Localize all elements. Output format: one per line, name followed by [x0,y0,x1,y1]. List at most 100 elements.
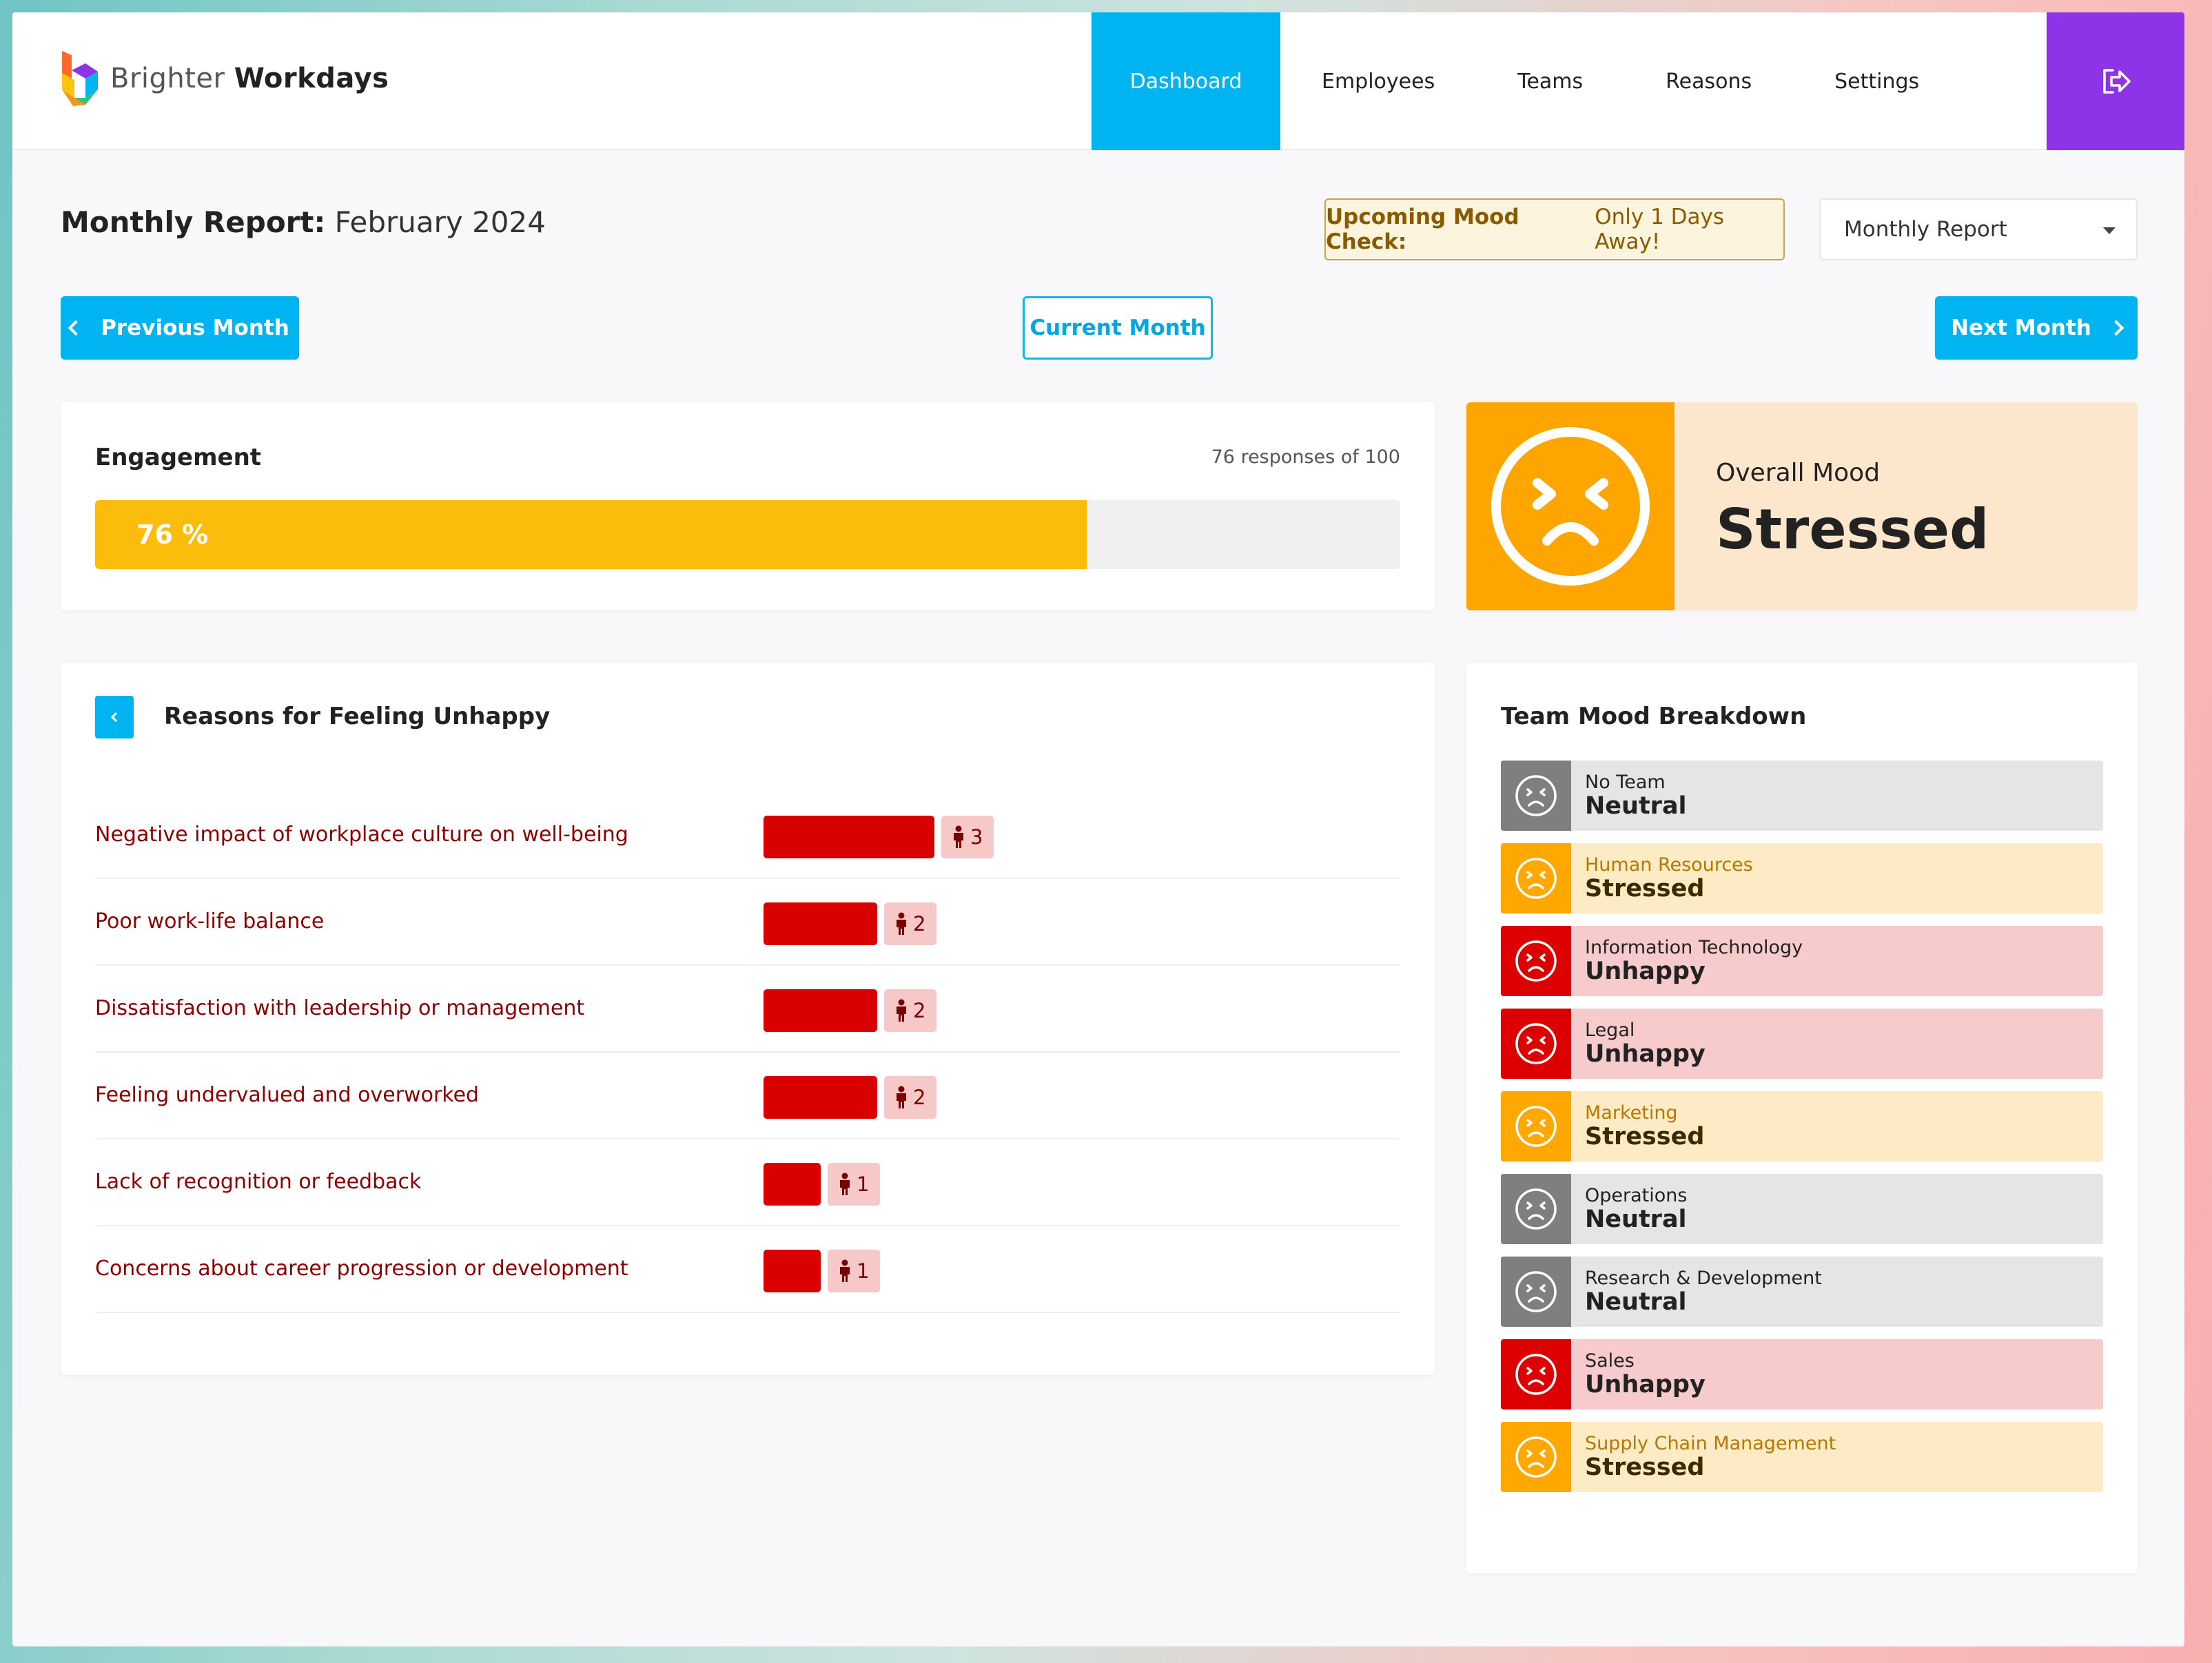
team-name: Sales [1585,1350,1635,1372]
chevron-right-icon [2108,320,2124,336]
nav-dashboard[interactable]: Dashboard [1092,12,1280,150]
main-nav: Dashboard Employees Teams Reasons Settin… [1092,12,1960,150]
mood-check-notice: Upcoming Mood Check: Only 1 Days Away! [1324,198,1785,260]
reasons-card: Reasons for Feeling Unhappy Negative imp… [61,663,1435,1375]
nav-teams[interactable]: Teams [1517,69,1584,94]
chevron-left-icon [68,320,84,336]
reason-count: 2 [913,912,926,936]
team-name: Supply Chain Management [1585,1433,1836,1454]
team-mood-row[interactable]: Information Technology Unhappy [1501,926,2103,996]
team-mood: Stressed [1585,1123,1705,1150]
reason-count: 1 [857,1259,870,1283]
reason-count-badge: 2 [884,902,937,945]
nav-employees[interactable]: Employees [1322,69,1435,94]
engagement-responses: 76 responses of 100 [1211,446,1400,468]
team-mood: Unhappy [1585,1040,1706,1068]
engagement-progress-fill: 76 % [95,500,1087,569]
person-icon [897,999,906,1022]
brand-name: Brighter Workdays [110,63,389,94]
team-mood-row[interactable]: No Team Neutral [1501,761,2103,831]
team-mood-row[interactable]: Supply Chain Management Stressed [1501,1422,2103,1492]
team-mood: Neutral [1585,792,1687,820]
nav-reasons[interactable]: Reasons [1666,69,1752,94]
person-icon [954,825,963,848]
page-title-period: February 2024 [334,205,546,239]
notice-text: Only 1 Days Away! [1595,205,1725,254]
person-icon [840,1259,850,1282]
reason-bar [764,989,877,1032]
neutral-face-icon [1501,1257,1571,1327]
engagement-card: Engagement 76 responses of 100 76 % [61,402,1435,610]
next-month-label: Next Month [1951,316,2091,340]
previous-month-button[interactable]: Previous Month [61,296,299,360]
reason-bar [764,1163,821,1206]
reason-bar [764,816,934,858]
team-name: Information Technology [1585,937,1803,958]
chevron-left-icon [110,712,121,723]
engagement-progress: 76 % [95,500,1400,569]
unhappy-face-icon [1501,1339,1571,1409]
reason-count-badge: 1 [828,1250,881,1292]
team-name: No Team [1585,772,1666,793]
team-mood-row[interactable]: Operations Neutral [1501,1174,2103,1244]
team-mood-row[interactable]: Legal Unhappy [1501,1009,2103,1079]
logout-icon [2103,69,2131,94]
unhappy-face-icon [1501,926,1571,996]
page-title: Monthly Report: February 2024 [61,205,546,239]
team-name: Operations [1585,1185,1688,1206]
reason-count-badge: 2 [884,989,937,1032]
team-mood-row[interactable]: Human Resources Stressed [1501,843,2103,913]
neutral-face-icon [1501,761,1571,831]
reasons-back-button[interactable] [95,696,134,738]
neutral-face-icon [1501,1174,1571,1244]
brand-logo[interactable]: Brighter Workdays [58,44,389,113]
caret-down-icon [2103,227,2116,234]
reason-label: Concerns about career progression or dev… [95,1257,628,1281]
stressed-face-icon [1466,402,1675,610]
team-name: Legal [1585,1020,1635,1041]
reason-row: Dissatisfaction with leadership or manag… [95,966,1400,1053]
overall-mood-label: Overall Mood [1716,459,1881,487]
person-icon [897,912,906,935]
reason-count: 2 [913,1086,926,1109]
overall-mood-value: Stressed [1716,497,1989,561]
team-mood-row[interactable]: Marketing Stressed [1501,1091,2103,1161]
stressed-face-icon [1501,843,1571,913]
person-icon [897,1086,906,1108]
team-mood: Unhappy [1585,958,1706,985]
team-name: Research & Development [1585,1268,1822,1289]
person-icon [840,1173,850,1195]
team-name: Marketing [1585,1102,1678,1124]
team-mood-row[interactable]: Research & Development Neutral [1501,1257,2103,1327]
reason-count-badge: 2 [884,1076,937,1119]
team-mood-row[interactable]: Sales Unhappy [1501,1339,2103,1409]
nav-settings[interactable]: Settings [1834,69,1920,94]
overall-mood-card: Overall Mood Stressed [1466,402,2138,610]
brand-logo-icon [62,51,98,106]
reason-bar [764,1250,821,1292]
reason-label: Dissatisfaction with leadership or manag… [95,996,585,1020]
team-mood: Unhappy [1585,1371,1706,1398]
logout-button[interactable] [2047,12,2184,150]
engagement-title: Engagement [95,444,262,471]
team-name: Human Resources [1585,854,1753,876]
page-title-prefix: Monthly Report: [61,205,326,239]
team-mood-card: Team Mood Breakdown No Team Neutral Human … [1466,663,2138,1573]
top-header: Brighter Workdays Dashboard Employees Te… [12,12,2184,150]
app-window: Brighter Workdays Dashboard Employees Te… [12,12,2184,1646]
current-month-button[interactable]: Current Month [1023,296,1213,360]
unhappy-face-icon [1501,1009,1571,1079]
reason-count: 2 [913,999,926,1022]
reason-bar [764,902,877,945]
reason-row: Feeling undervalued and overworked 2 [95,1053,1400,1139]
reason-label: Poor work-life balance [95,909,325,933]
notice-heading: Upcoming Mood Check: [1326,205,1519,254]
reason-row: Poor work-life balance 2 [95,879,1400,966]
reason-count-badge: 3 [941,816,994,858]
reason-row: Lack of recognition or feedback 1 [95,1139,1400,1226]
next-month-button[interactable]: Next Month [1935,296,2138,360]
reason-count: 3 [970,825,983,849]
reason-label: Feeling undervalued and overworked [95,1083,480,1107]
report-type-select[interactable]: Monthly Report [1819,198,2138,260]
reason-bar [764,1076,877,1119]
